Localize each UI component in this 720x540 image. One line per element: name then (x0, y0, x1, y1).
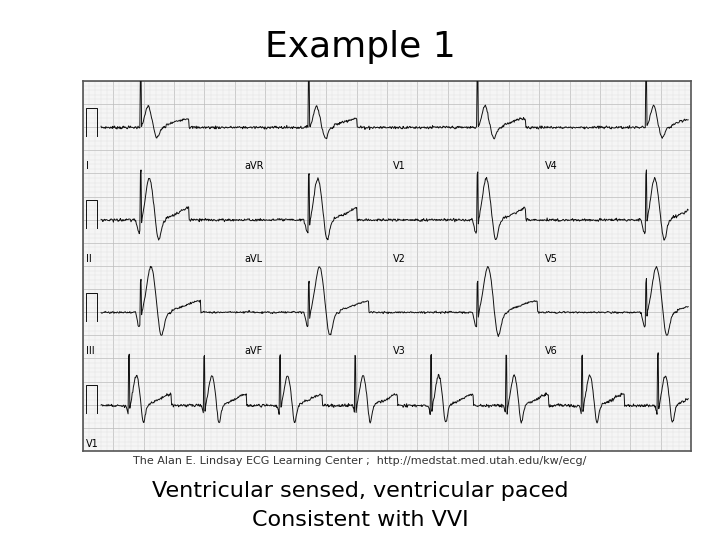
Text: The Alan E. Lindsay ECG Learning Center ;  http://medstat.med.utah.edu/kw/ecg/: The Alan E. Lindsay ECG Learning Center … (133, 456, 587, 467)
Text: aVR: aVR (244, 161, 264, 171)
Text: V4: V4 (545, 161, 558, 171)
Text: Ventricular sensed, ventricular paced: Ventricular sensed, ventricular paced (152, 481, 568, 501)
Text: I: I (86, 161, 89, 171)
Text: III: III (86, 346, 94, 356)
Text: V3: V3 (393, 346, 406, 356)
Text: II: II (86, 254, 91, 264)
Text: V1: V1 (86, 439, 99, 449)
Text: aVF: aVF (244, 346, 262, 356)
Text: V1: V1 (393, 161, 406, 171)
Text: V5: V5 (545, 254, 558, 264)
Text: V2: V2 (393, 254, 406, 264)
Text: V6: V6 (545, 346, 558, 356)
Text: Example 1: Example 1 (265, 30, 455, 64)
Text: aVL: aVL (244, 254, 262, 264)
Text: Consistent with VVI: Consistent with VVI (252, 510, 468, 530)
